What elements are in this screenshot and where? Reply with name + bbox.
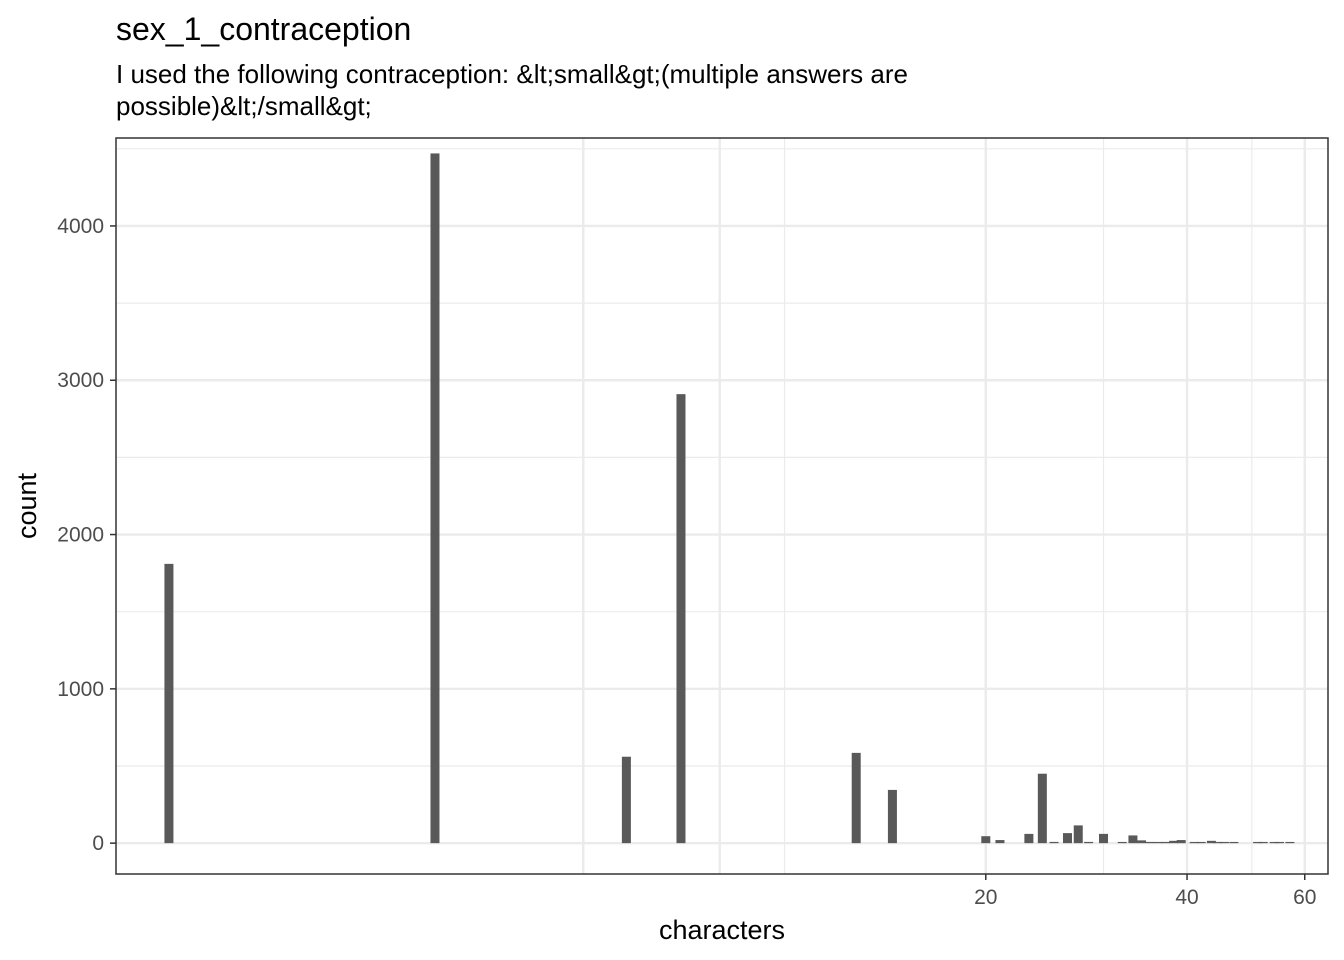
y-axis-title: count [12, 472, 42, 539]
y-tick-label: 0 [92, 832, 104, 855]
histogram-bar [1219, 841, 1229, 844]
grid-layer [116, 138, 1328, 874]
histogram-bar [1285, 841, 1295, 844]
histogram-bar [981, 836, 991, 844]
bars-layer [164, 153, 1295, 844]
histogram-bar [1196, 841, 1206, 844]
histogram-bar [1145, 841, 1155, 844]
y-tick-label: 4000 [57, 215, 104, 238]
histogram-bar [1117, 841, 1127, 844]
histogram-bar [1161, 841, 1171, 844]
histogram-bar [1137, 840, 1147, 844]
histogram-bar [1213, 841, 1223, 844]
histogram-bar [1274, 841, 1284, 844]
histogram-bar [1258, 841, 1268, 844]
y-tick-label: 3000 [57, 369, 104, 392]
chart-title: sex_1_contraception [116, 11, 412, 47]
histogram-bar [621, 756, 631, 844]
histogram-bar [1128, 835, 1138, 844]
histogram-bar [1269, 841, 1279, 844]
histogram-bar [676, 394, 686, 844]
histogram-bar [887, 789, 897, 844]
histogram-bar [1253, 841, 1263, 844]
histogram-bar [1153, 841, 1163, 844]
axis-layer: 0 1000 2000 3000 4000 20 40 60 [57, 215, 1316, 909]
x-tick-label: 40 [1175, 886, 1198, 909]
histogram-bar [1176, 840, 1186, 844]
y-tick-label: 2000 [57, 524, 104, 547]
histogram-bar [1037, 773, 1047, 844]
histogram-bar [1189, 841, 1199, 844]
x-tick-label: 20 [974, 886, 997, 909]
histogram-bar [1229, 841, 1239, 844]
histogram-bar [430, 153, 440, 844]
histogram-bar [164, 563, 174, 844]
histogram-bar [1084, 841, 1094, 844]
x-tick-label: 60 [1293, 886, 1316, 909]
histogram-bar [995, 840, 1005, 844]
histogram-bar [1099, 833, 1109, 844]
panel-background [116, 138, 1328, 874]
histogram-bar [851, 752, 861, 844]
chart-subtitle: I used the following contraception: &lt;… [116, 59, 908, 121]
histogram-bar [1169, 840, 1179, 844]
x-axis-title: characters [659, 915, 785, 945]
panel-border [115, 137, 1329, 875]
histogram-bar [1206, 840, 1216, 844]
histogram-bar [1073, 825, 1083, 844]
histogram-bar [1049, 841, 1059, 844]
histogram-bar [1062, 833, 1072, 844]
y-tick-label: 1000 [57, 678, 104, 701]
histogram-bar [1024, 833, 1034, 844]
